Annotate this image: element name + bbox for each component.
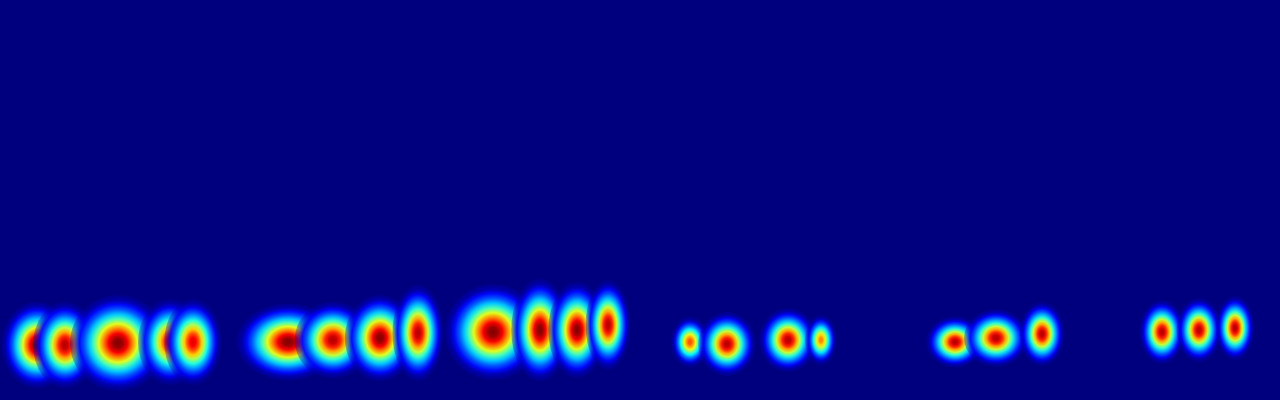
heat-blob — [392, 285, 443, 381]
heat-blob — [1177, 298, 1222, 362]
heat-blob — [698, 312, 756, 376]
heat-blob — [164, 299, 222, 385]
heat-blob — [1216, 296, 1254, 360]
heat-blob — [805, 314, 837, 365]
plot-background — [0, 0, 1280, 400]
chart — [0, 0, 1280, 400]
heat-blob — [1020, 302, 1065, 366]
heat-blob — [586, 280, 631, 370]
heat-blob — [964, 309, 1028, 367]
cells — [2, 279, 1254, 391]
